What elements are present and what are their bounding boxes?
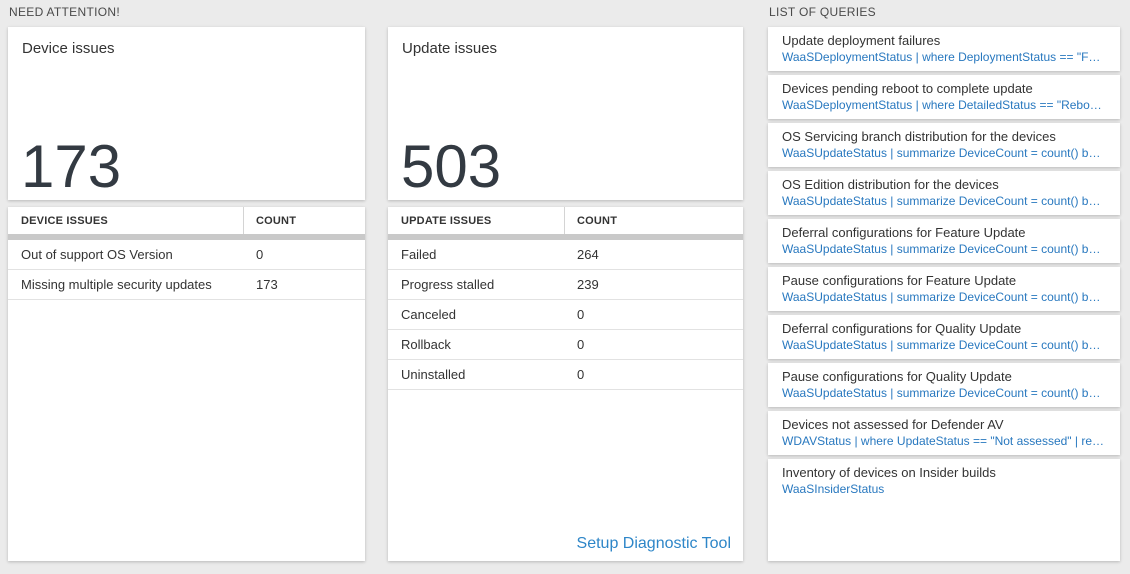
table-row[interactable]: Uninstalled 0 (388, 360, 743, 390)
query-title: OS Edition distribution for the devices (782, 177, 999, 192)
query-title: OS Servicing branch distribution for the… (782, 129, 1056, 144)
row-value: 264 (577, 247, 599, 262)
query-text: WaaSUpdateStatus | summarize DeviceCount… (782, 386, 1106, 400)
query-title: Update deployment failures (782, 33, 941, 48)
table-header-divider (388, 234, 743, 240)
query-text: WaaSUpdateStatus | summarize DeviceCount… (782, 194, 1106, 208)
row-label: Failed (401, 247, 437, 262)
row-value: 0 (577, 367, 585, 382)
query-item[interactable]: Inventory of devices on Insider builds W… (768, 459, 1120, 561)
table-row[interactable]: Failed 264 (388, 240, 743, 270)
table-row[interactable]: Progress stalled 239 (388, 270, 743, 300)
device-table-col-count: COUNT (256, 214, 297, 227)
query-text: WDAVStatus | where UpdateStatus == "Not … (782, 434, 1106, 448)
table-row[interactable]: Out of support OS Version 0 (8, 240, 365, 270)
query-text: WaaSInsiderStatus (782, 482, 885, 496)
row-value: 0 (577, 307, 585, 322)
query-text: WaaSUpdateStatus | summarize DeviceCount… (782, 290, 1106, 304)
query-text: WaaSDeploymentStatus | where DetailedSta… (782, 98, 1106, 112)
row-label: Progress stalled (401, 277, 495, 292)
update-issues-tile[interactable]: Update issues 503 (388, 27, 743, 200)
query-item[interactable]: OS Servicing branch distribution for the… (768, 123, 1120, 167)
table-header-divider (8, 234, 365, 240)
setup-diagnostic-tool-link[interactable]: Setup Diagnostic Tool (576, 535, 731, 552)
device-issues-table: DEVICE ISSUES COUNT Out of support OS Ve… (8, 207, 365, 561)
query-item[interactable]: Pause configurations for Quality Update … (768, 363, 1120, 407)
query-list: Update deployment failures WaaSDeploymen… (768, 27, 1120, 565)
row-value: 0 (256, 247, 264, 262)
query-title: Devices pending reboot to complete updat… (782, 81, 1033, 96)
query-item[interactable]: Update deployment failures WaaSDeploymen… (768, 27, 1120, 71)
need-attention-header: NEED ATTENTION! (9, 5, 120, 19)
query-title: Deferral configurations for Feature Upda… (782, 225, 1026, 240)
row-value: 0 (577, 337, 585, 352)
query-item[interactable]: Deferral configurations for Quality Upda… (768, 315, 1120, 359)
update-table-header: UPDATE ISSUES COUNT (388, 207, 743, 234)
query-title: Pause configurations for Quality Update (782, 369, 1012, 384)
query-title: Pause configurations for Feature Update (782, 273, 1017, 288)
device-issues-tile[interactable]: Device issues 173 (8, 27, 365, 200)
row-label: Missing multiple security updates (21, 277, 212, 292)
list-of-queries-header: LIST OF QUERIES (769, 5, 876, 19)
query-title: Deferral configurations for Quality Upda… (782, 321, 1022, 336)
row-label: Rollback (401, 337, 451, 352)
query-item[interactable]: OS Edition distribution for the devices … (768, 171, 1120, 215)
query-text: WaaSUpdateStatus | summarize DeviceCount… (782, 242, 1106, 256)
query-text: WaaSUpdateStatus | summarize DeviceCount… (782, 338, 1106, 352)
device-issues-title: Device issues (22, 40, 115, 57)
table-row[interactable]: Missing multiple security updates 173 (8, 270, 365, 300)
query-item[interactable]: Devices pending reboot to complete updat… (768, 75, 1120, 119)
device-issues-count: 173 (21, 133, 122, 200)
row-label: Uninstalled (401, 367, 466, 382)
table-row[interactable]: Canceled 0 (388, 300, 743, 330)
query-title: Devices not assessed for Defender AV (782, 417, 1004, 432)
update-table-col-issues: UPDATE ISSUES (388, 207, 565, 234)
device-table-header: DEVICE ISSUES COUNT (8, 207, 365, 234)
row-value: 173 (256, 277, 278, 292)
table-row[interactable]: Rollback 0 (388, 330, 743, 360)
update-issues-count: 503 (401, 133, 502, 200)
query-text: WaaSDeploymentStatus | where DeploymentS… (782, 50, 1106, 64)
update-table-col-count: COUNT (577, 214, 618, 227)
query-item[interactable]: Deferral configurations for Feature Upda… (768, 219, 1120, 263)
update-issues-title: Update issues (402, 40, 498, 57)
update-issues-table: UPDATE ISSUES COUNT Failed 264 Progress … (388, 207, 743, 561)
query-text: WaaSUpdateStatus | summarize DeviceCount… (782, 146, 1106, 160)
query-title: Inventory of devices on Insider builds (782, 465, 996, 480)
query-item[interactable]: Devices not assessed for Defender AV WDA… (768, 411, 1120, 455)
row-label: Out of support OS Version (21, 247, 173, 262)
query-item[interactable]: Pause configurations for Feature Update … (768, 267, 1120, 311)
device-table-col-issues: DEVICE ISSUES (8, 207, 244, 234)
row-label: Canceled (401, 307, 456, 322)
row-value: 239 (577, 277, 599, 292)
